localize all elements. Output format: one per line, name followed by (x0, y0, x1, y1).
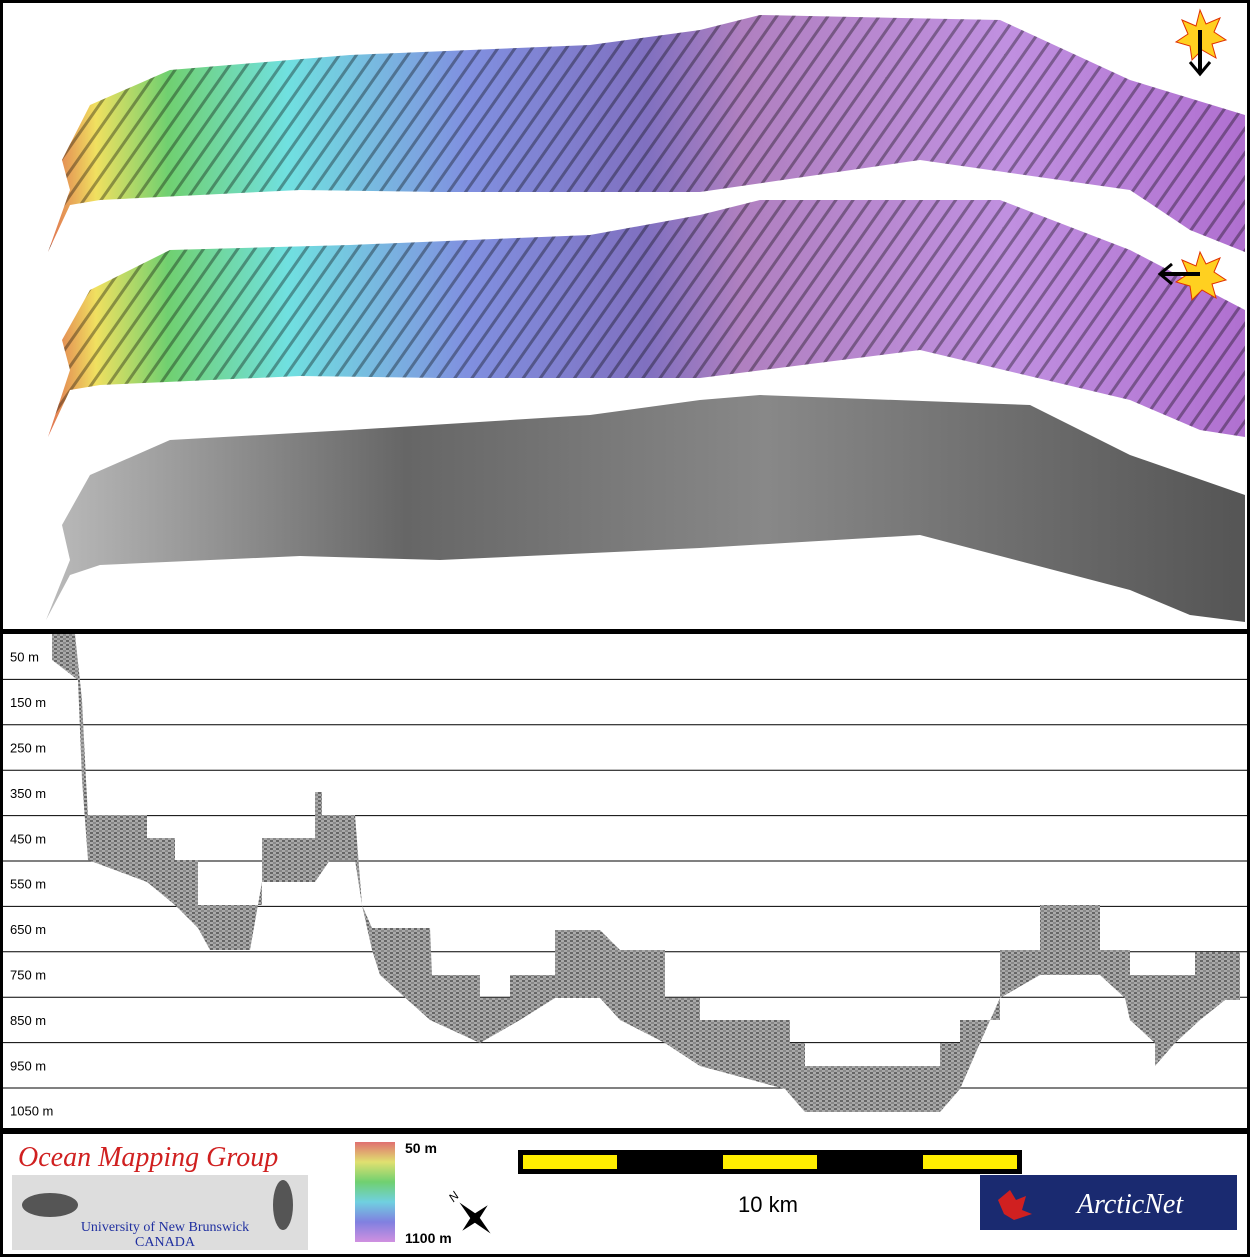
hillshade (48, 200, 1245, 437)
colorbar-label: 50 m (405, 1140, 437, 1156)
depth-label: 50 m (10, 650, 39, 665)
sun-icon (1157, 250, 1228, 302)
depth-label: 450 m (10, 831, 46, 846)
strip-sun-north (48, 15, 1245, 252)
scale-segment (523, 1155, 617, 1169)
logo-title: Ocean Mapping Group (18, 1142, 278, 1173)
colorbar (355, 1142, 395, 1242)
depth-label: 650 m (10, 922, 46, 937)
colorbar-label: 1100 m (405, 1230, 452, 1246)
depth-label: 950 m (10, 1058, 46, 1073)
logo-graphic (22, 1193, 78, 1217)
maple-leaf (998, 1190, 1032, 1220)
depth-label: 150 m (10, 695, 46, 710)
partner-name: ArcticNet (1075, 1189, 1184, 1220)
profile-panel (3, 634, 1247, 1128)
sun-icon (1174, 8, 1228, 77)
hillshade (48, 15, 1245, 252)
profile-grid: 50 m 150 m 250 m 350 m 450 m 550 m 650 m 750 m 8… (3, 650, 1247, 1119)
depth-label: 350 m (10, 786, 46, 801)
scale-label: 10 km (738, 1192, 798, 1217)
backscatter-strip (46, 395, 1245, 622)
scale-segment (723, 1155, 817, 1169)
logo-graphic (273, 1180, 293, 1230)
profile-section (52, 634, 1240, 1112)
depth-label: 250 m (10, 741, 46, 756)
logo-country: CANADA (135, 1235, 196, 1250)
depth-label: 550 m (10, 877, 46, 892)
depth-label: 750 m (10, 968, 46, 983)
scale-segment (923, 1155, 1017, 1169)
strip-sun-east (48, 200, 1245, 437)
depth-label: 850 m (10, 1013, 46, 1028)
depth-label: 1050 m (10, 1104, 53, 1119)
logo-university: University of New Brunswick (81, 1220, 249, 1235)
